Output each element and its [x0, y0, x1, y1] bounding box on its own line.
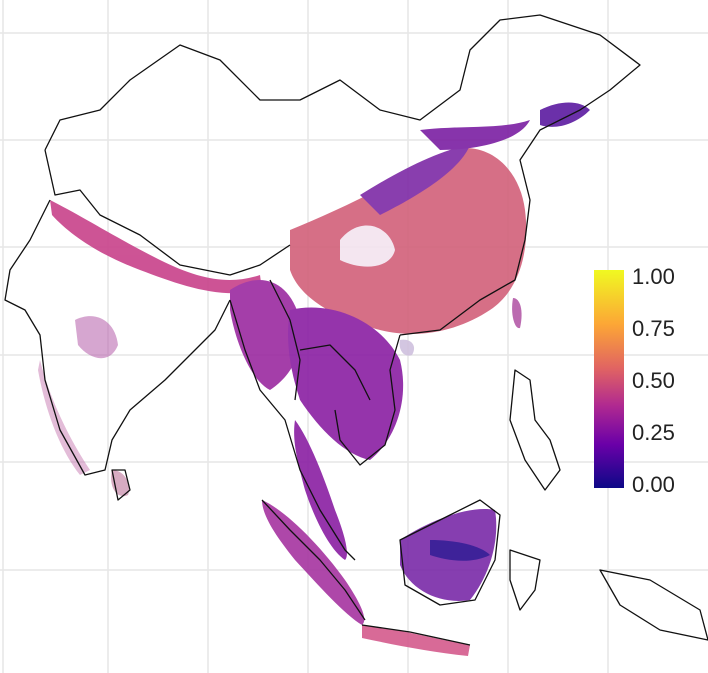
- border-central-asia: [44, 149, 291, 276]
- legend-tick: 0.25: [632, 420, 675, 445]
- legend-tick: 1.00: [632, 264, 675, 289]
- region-indochina: [288, 307, 404, 460]
- region-china: [420, 120, 530, 150]
- region-taiwan: [512, 298, 522, 329]
- legend-tick: 0.50: [632, 368, 675, 393]
- border-new-guinea: [599, 569, 708, 641]
- border-philippines: [509, 369, 561, 491]
- region-china: [340, 225, 395, 267]
- region-hainan: [399, 339, 415, 356]
- region-java: [362, 625, 470, 656]
- border-sri-lanka: [111, 469, 131, 501]
- border-sumatra: [261, 499, 366, 621]
- region-sumatra: [262, 500, 365, 625]
- suitability-raster: [38, 102, 590, 656]
- region-malay-peninsula: [294, 420, 347, 560]
- border-myanmar: [269, 279, 301, 401]
- country-borders: [4, 14, 708, 646]
- region-himalaya-belt: [50, 200, 262, 294]
- border-thailand: [299, 344, 371, 401]
- border-borneo: [399, 499, 501, 606]
- border-mainland-sea: [229, 299, 356, 561]
- region-india: [38, 360, 90, 475]
- region-china: [540, 102, 590, 127]
- region-borneo: [430, 540, 490, 561]
- border-indochina-coast: [334, 334, 401, 466]
- colorbar-legend: 1.00 0.75 0.50 0.25 0.00: [590, 266, 675, 496]
- region-china: [290, 148, 527, 334]
- legend-tick: 0.00: [632, 472, 675, 497]
- region-china: [360, 145, 470, 215]
- colorbar: [594, 270, 624, 488]
- legend-tick: 0.75: [632, 316, 675, 341]
- border-south-asia: [4, 199, 231, 476]
- border-sulawesi: [509, 549, 541, 611]
- border-java: [361, 624, 471, 646]
- border-north: [44, 14, 641, 336]
- region-india: [75, 316, 118, 359]
